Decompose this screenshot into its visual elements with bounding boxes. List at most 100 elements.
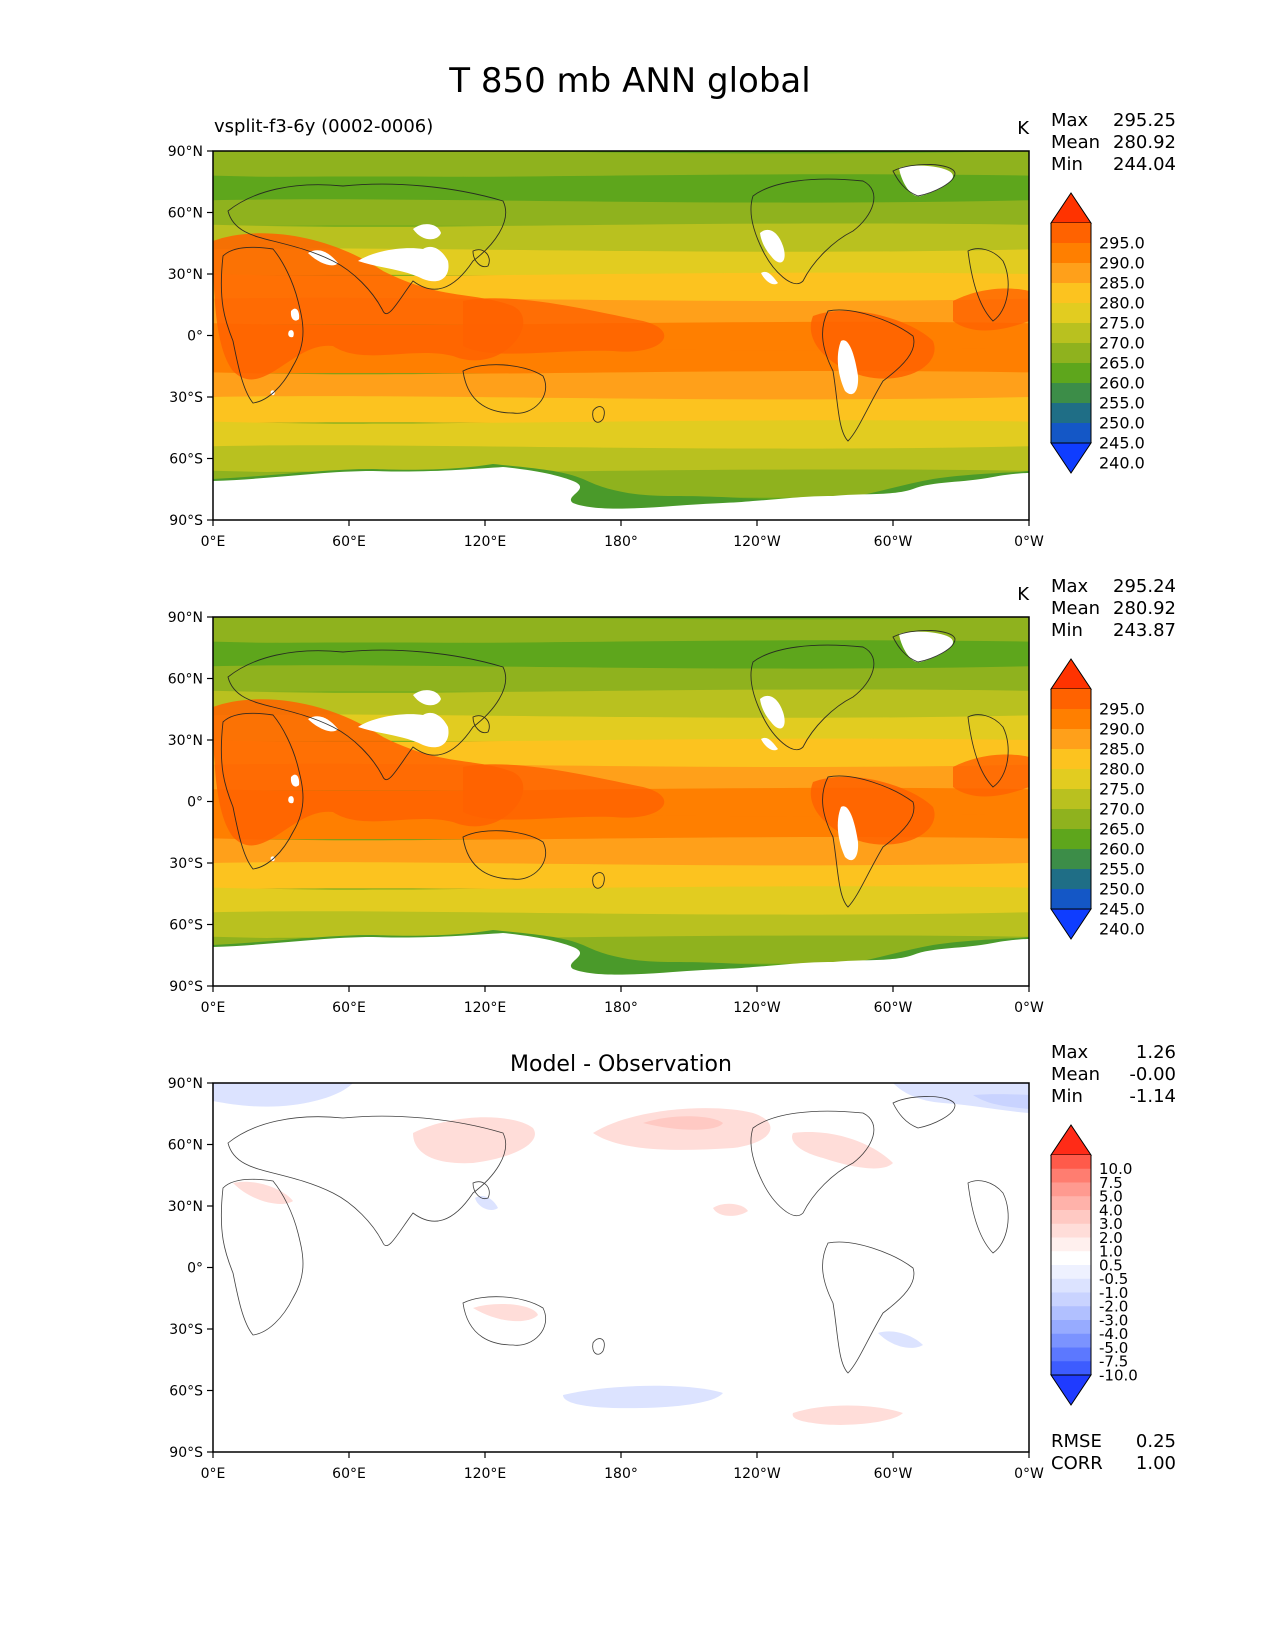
warm-pool-west-pacific	[463, 764, 665, 820]
colorbar-bin	[1051, 1306, 1091, 1321]
stat-min-value: 244.04	[1113, 154, 1176, 175]
colorbar-extend-low	[1050, 908, 1092, 940]
temperature-band	[213, 640, 1029, 670]
stats-panel-1: Max 295.25 Mean 280.92 Min 244.04	[1051, 110, 1176, 175]
temperature-band	[213, 396, 1029, 425]
colorbar-tick-label: 250.0	[1099, 880, 1145, 899]
colorbar-tick-label: -2.0	[1099, 1298, 1128, 1316]
stat-max-label: Max	[1051, 1042, 1089, 1063]
stat-min-value: -1.14	[1129, 1086, 1176, 1107]
colorbar-tick-label: 265.0	[1099, 820, 1145, 839]
colorbar-tick-label: 10.0	[1099, 1160, 1132, 1178]
colorbar-bin	[1051, 1251, 1091, 1266]
colorbar-tick-label: -10.0	[1099, 1366, 1138, 1384]
coastline	[967, 1180, 1009, 1254]
coastline	[472, 249, 490, 268]
metric-corr-value: 1.00	[1136, 1453, 1176, 1474]
colorbar-tick-label: 295.0	[1099, 234, 1145, 253]
coastline	[227, 183, 507, 314]
x-tick-label: 60°E	[332, 1466, 366, 1482]
colorbar-tick-label: -1.0	[1099, 1284, 1128, 1302]
coastline	[592, 1338, 605, 1355]
colorbar-panel-3: 10.07.55.04.03.02.01.00.5-0.5-1.0-2.0-3.…	[1050, 1124, 1138, 1406]
colorbar-bin	[1051, 1320, 1091, 1335]
colorbar-bin	[1051, 263, 1091, 284]
colorbar-panel-2: 295.0290.0285.0280.0275.0270.0265.0260.0…	[1050, 658, 1145, 940]
colorbar-tick-label: 290.0	[1099, 254, 1145, 273]
colorbar-bin	[1051, 1278, 1091, 1293]
x-tick-label: 60°W	[874, 534, 913, 550]
colorbar-bin	[1051, 829, 1091, 850]
x-axis-panel-1: 0°E 60°E 120°E 180° 120°W 60°W 0°W	[201, 520, 1044, 550]
x-tick-label: 60°E	[332, 1000, 366, 1016]
x-tick-label: 180°	[604, 1000, 638, 1016]
colorbar-tick-label: -0.5	[1099, 1270, 1128, 1288]
coastline	[462, 1296, 546, 1346]
temperature-band	[213, 174, 1029, 204]
coastline	[472, 1181, 490, 1200]
y-tick-label: 90°N	[168, 1076, 203, 1092]
panel-2-units: K	[1017, 584, 1030, 605]
colorbar-bin	[1051, 1347, 1091, 1362]
colorbar-tick-label: 270.0	[1099, 334, 1145, 353]
colorbar-tick-label: -5.0	[1099, 1339, 1128, 1357]
temperature-band	[213, 886, 1029, 916]
colorbar-bin	[1051, 1292, 1091, 1307]
colorbar-bin	[1051, 1196, 1091, 1211]
colorbar-tick-label: -7.5	[1099, 1353, 1128, 1371]
coastline	[462, 364, 547, 414]
antarctica-missing	[213, 467, 1029, 520]
y-tick-label: 90°S	[169, 513, 203, 529]
x-axis-panel-3: 0°E 60°E 120°E 180° 120°W 60°W 0°W	[201, 1452, 1044, 1482]
y-tick-label: 30°S	[169, 1322, 203, 1338]
stat-max-value: 1.26	[1136, 1042, 1176, 1063]
stats-panel-2: Max 295.24 Mean 280.92 Min 243.87	[1051, 576, 1176, 641]
x-tick-label: 120°E	[464, 534, 507, 550]
x-axis-panel-2: 0°E 60°E 120°E 180° 120°W 60°W 0°W	[201, 986, 1044, 1016]
antarctica-missing	[213, 933, 1029, 986]
y-tick-label: 60°N	[168, 672, 203, 688]
colorbar-bin	[1051, 809, 1091, 830]
colorbar-extend-high	[1050, 658, 1092, 690]
x-tick-label: 60°W	[874, 1466, 913, 1482]
panel-1-map	[213, 151, 1029, 520]
colorbar-bin	[1051, 869, 1091, 890]
colorbar-outline	[1050, 223, 1092, 443]
warm-anomaly-australia	[473, 1303, 538, 1322]
colorbar-tick-label: 3.0	[1099, 1215, 1123, 1233]
panel-3-center-title: Model - Observation	[510, 1052, 732, 1077]
stat-max-value: 295.24	[1113, 576, 1176, 597]
warm-pool-africa-indian	[213, 233, 524, 380]
colorbar-extend-high	[1050, 1124, 1092, 1156]
colorbar-tick-label: 240.0	[1099, 454, 1145, 473]
colorbar-tick-label: -4.0	[1099, 1325, 1128, 1343]
y-tick-label: 0°	[187, 329, 203, 345]
colorbar-panel-1: 295.0290.0285.0280.0275.0270.0265.0260.0…	[1050, 192, 1145, 474]
colorbar-tick-label: 4.0	[1099, 1201, 1123, 1219]
coastline	[462, 830, 547, 880]
x-tick-label: 180°	[604, 534, 638, 550]
coastline	[592, 872, 605, 889]
y-tick-label: 60°S	[169, 452, 203, 468]
temperature-band	[213, 862, 1029, 891]
colorbar-tick-label: 240.0	[1099, 920, 1145, 939]
colorbar-tick-label: 280.0	[1099, 760, 1145, 779]
temperature-band	[213, 665, 1029, 694]
warm-pool-west-pacific	[463, 298, 665, 354]
coastline	[592, 406, 605, 423]
cool-anomaly-southern-pacific	[563, 1385, 723, 1409]
colorbar-tick-label: 275.0	[1099, 780, 1145, 799]
colorbar-extend-low	[1050, 442, 1092, 474]
stat-mean-value: 280.92	[1113, 598, 1176, 619]
colorbar-outline	[1050, 689, 1092, 909]
colorbar-tick-label: 255.0	[1099, 860, 1145, 879]
colorbar-bin	[1051, 729, 1091, 750]
cool-anomaly-south-atlantic	[878, 1331, 923, 1348]
y-tick-label: 30°S	[169, 390, 203, 406]
y-tick-label: 30°N	[168, 733, 203, 749]
colorbar-tick-label: 245.0	[1099, 434, 1145, 453]
colorbar-bin	[1051, 403, 1091, 424]
colorbar-tick-label: 7.5	[1099, 1174, 1123, 1192]
stat-max-label: Max	[1051, 110, 1089, 131]
